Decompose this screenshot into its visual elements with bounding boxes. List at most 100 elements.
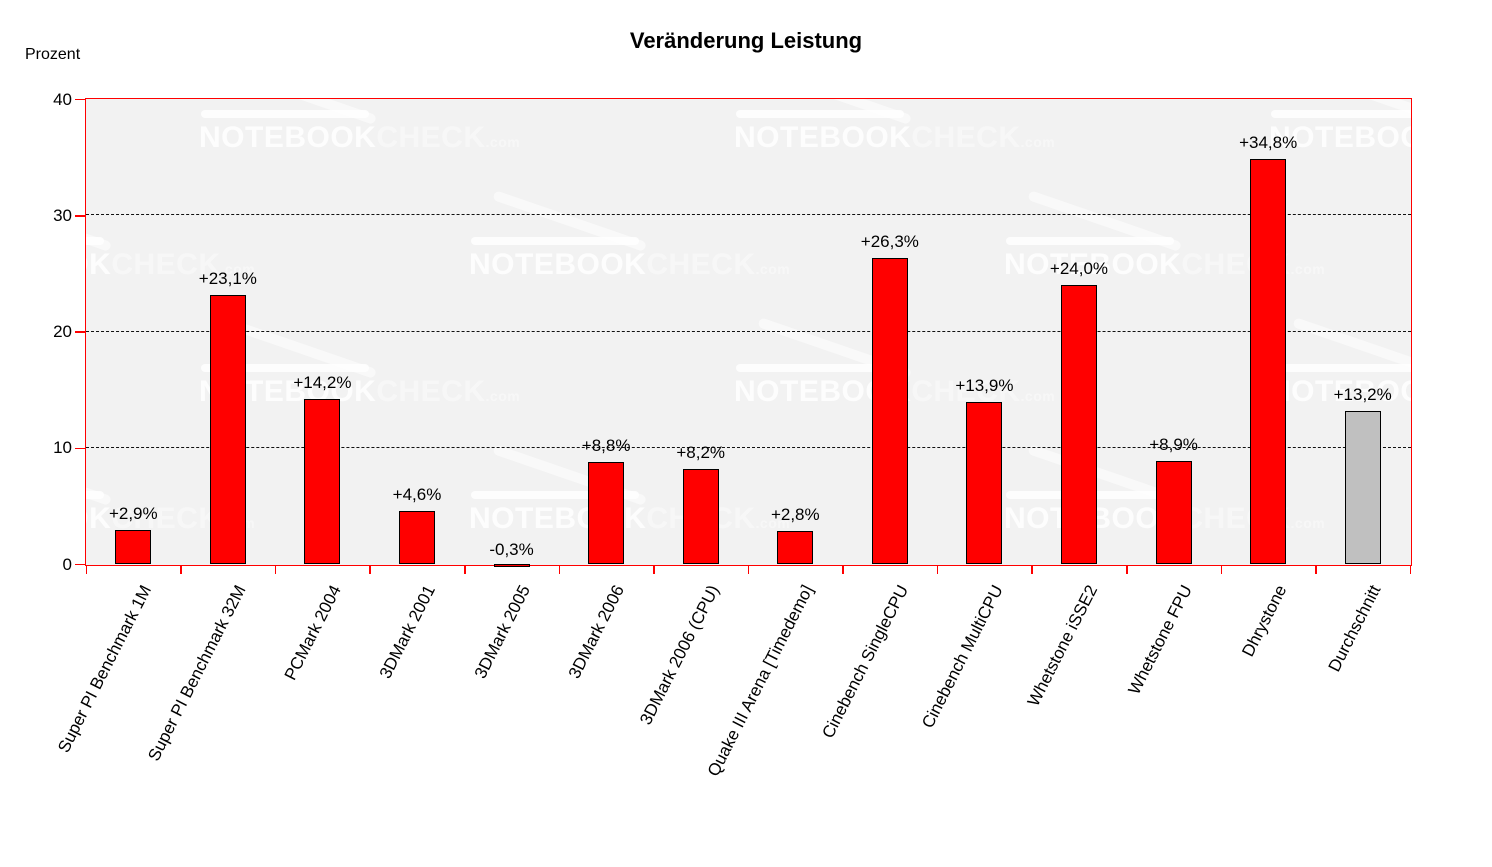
category-label: Quake III Arena [Timedemo] — [704, 582, 818, 780]
watermark-text-part: NOTEBOOK — [1004, 248, 1182, 281]
x-tick — [558, 566, 561, 574]
watermark-text-part: NOTEBOOK — [86, 502, 112, 535]
watermark-text: NOTEBOOKCHECK.com — [199, 121, 520, 155]
y-tick-label-30: 30 — [53, 205, 72, 225]
bar-value-label: +2,9% — [108, 504, 158, 524]
category-label: Super PI Benchmark 32M — [144, 582, 250, 765]
watermark-text-part: .com — [1290, 515, 1326, 531]
gridline-20 — [86, 330, 1411, 332]
x-tick — [1126, 566, 1128, 574]
watermark-underline-icon — [471, 237, 639, 245]
bar-value-label: +13,9% — [955, 376, 1014, 396]
x-tick — [180, 566, 182, 574]
category-labels-layer: Super PI Benchmark 1M Super PI Benchmark … — [54, 566, 1410, 866]
watermark-underline-icon — [1271, 110, 1411, 118]
watermark-text-part: CHECK — [911, 121, 1021, 154]
watermark-text-part: CHECK — [376, 375, 486, 408]
plot-area: NOTEBOOKCHECK.com NOTEBOOKCHECK.com NOTEBO… — [85, 98, 1412, 568]
watermark-underline-icon — [201, 364, 369, 372]
watermark-underline-icon — [86, 237, 104, 245]
y-tick-label-10: 10 — [53, 438, 72, 458]
y-tick-10 — [75, 447, 85, 449]
watermark-text: NOTEBOOKCHECK.com — [1269, 121, 1411, 155]
watermark: NOTEBOOKCHECK.com — [734, 99, 1064, 157]
gridline-10 — [86, 446, 1411, 448]
watermark-underline-icon — [471, 491, 639, 499]
bar-Quake III Arena [Timedemo] — [777, 531, 814, 564]
watermark-text: NOTEBOOKCHECK.com — [86, 248, 255, 282]
y-tick-30 — [75, 215, 85, 217]
y-tick-20 — [75, 331, 85, 333]
watermark-text-part: .com — [1290, 261, 1326, 277]
bar-Cinebench MultiCPU — [966, 402, 1003, 564]
bar-value-label: +14,2% — [293, 372, 352, 392]
watermark-text-part: CHECK — [646, 248, 756, 281]
watermark-text: NOTEBOOKCHECK.com — [86, 502, 255, 536]
category-label: Whetstone FPU — [1124, 582, 1196, 698]
watermark-text: NOTEBOOKCHECK.com — [734, 121, 1055, 155]
watermark-text-part: .com — [485, 134, 521, 150]
category-label: Dhrystone — [1237, 582, 1291, 660]
category-label: Cinebench SingleCPU — [818, 582, 912, 742]
y-tick-label-20: 20 — [53, 322, 72, 341]
watermark: NOTEBOOKCHECK.com — [469, 190, 799, 284]
watermark-underline-icon — [86, 491, 104, 499]
bar-Dhrystone — [1250, 159, 1287, 564]
bar-Whetstone iSSE2 — [1061, 285, 1097, 564]
bar-Whetstone FPU — [1155, 460, 1192, 564]
y-axis-unit-label: Prozent — [25, 46, 81, 63]
bar-value-label: +34,8% — [1239, 133, 1298, 153]
watermark: NOTEBOOKCHECK.com — [199, 99, 529, 157]
category-label: Whetstone iSSE2 — [1023, 582, 1101, 710]
bar-value-label: +4,6% — [392, 484, 442, 504]
watermark-underline-icon — [1006, 237, 1174, 245]
watermark-text-part: NOTEBOOK — [1269, 121, 1411, 154]
watermark-text: NOTEBOOKCHECK.com — [469, 248, 790, 282]
category-label: 3DMark 2006 (CPU) — [635, 582, 723, 728]
x-tick — [747, 566, 750, 574]
watermark: NOTEBOOKCHECK.com — [1269, 317, 1411, 411]
watermark-layer: NOTEBOOKCHECK.com NOTEBOOKCHECK.com NOTEBO… — [86, 99, 1411, 565]
watermark: NOTEBOOKCHECK.com — [1269, 99, 1411, 157]
chart-title: Veränderung Leistung — [629, 28, 863, 53]
watermark-text-part: NOTEBOOK — [199, 121, 377, 154]
bar-value-label: +8,9% — [1149, 434, 1198, 454]
category-label: 3DMark 2006 — [564, 582, 629, 682]
x-tick — [1409, 566, 1412, 574]
bar-value-label: +23,1% — [198, 269, 257, 289]
gridline-30 — [86, 214, 1411, 216]
x-tick — [85, 566, 88, 574]
category-label: 3DMark 2001 — [375, 582, 439, 682]
category-label: Super PI Benchmark 1M — [54, 582, 156, 756]
bar-value-label: +8,8% — [581, 435, 631, 455]
bar-value-label: +2,8% — [770, 505, 820, 525]
watermark-text-part: NOTEBOOK — [86, 248, 112, 281]
watermark-text: NOTEBOOKCHECK.com — [1269, 375, 1411, 409]
y-tick-0 — [75, 563, 85, 566]
bar-Super PI Benchmark 32M — [209, 295, 246, 564]
x-tick — [1220, 566, 1223, 574]
watermark-text-part: NOTEBOOK — [1269, 375, 1411, 408]
watermark-text-part: CHECK — [111, 502, 221, 535]
bar-value-label: +13,2% — [1333, 384, 1392, 404]
bar-value-label: +24,0% — [1049, 259, 1109, 278]
watermark-underline-icon — [736, 110, 904, 118]
watermark-text-part: CHECK — [111, 248, 221, 281]
watermark-text-part: CHECK — [376, 121, 486, 154]
bar-value-label: +8,2% — [676, 442, 726, 462]
watermark: NOTEBOOKCHECK.com — [86, 444, 264, 538]
watermark-text-part: .com — [1020, 134, 1056, 150]
bar-Durchschnitt — [1344, 410, 1381, 564]
bar-3DMark 2005 — [493, 564, 530, 568]
category-label: 3DMark 2005 — [470, 582, 534, 682]
category-label: Durchschnitt — [1324, 582, 1385, 675]
bar-PCMark 2004 — [304, 398, 341, 564]
watermark-underline-icon — [201, 110, 369, 118]
x-tick — [653, 566, 655, 574]
watermark-text-part: .com — [485, 388, 521, 404]
bar-Super PI Benchmark 1M — [115, 530, 152, 564]
bar-Cinebench SingleCPU — [871, 258, 908, 564]
x-tick — [936, 566, 939, 574]
category-label: PCMark 2004 — [280, 582, 345, 684]
